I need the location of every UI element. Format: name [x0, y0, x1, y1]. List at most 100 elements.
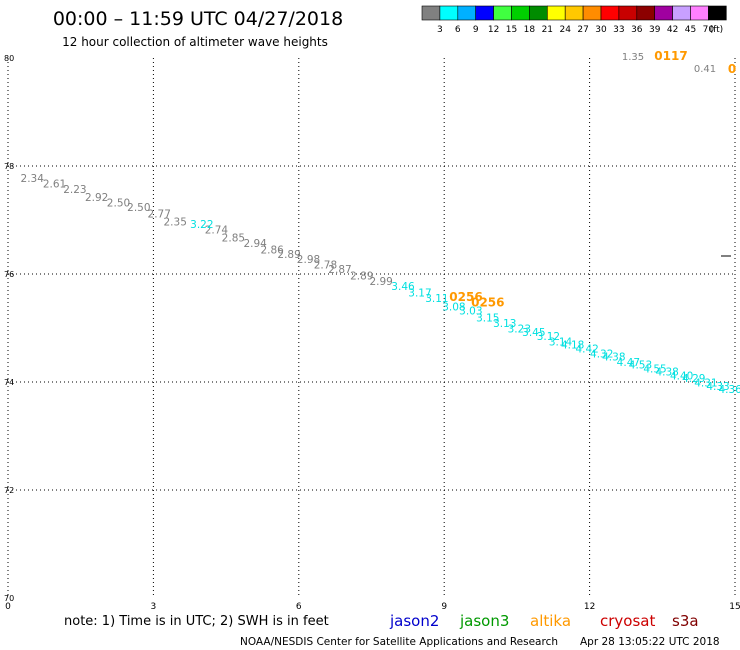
data-point-label: 4.47 [617, 357, 640, 369]
data-point-label: 2.50 [127, 202, 150, 214]
data-point-label: 2.50 [107, 198, 130, 210]
data-point-label: 4.29 [682, 373, 705, 385]
colorbar-swatch [421, 5, 441, 21]
data-point-label: 2.74 [205, 225, 229, 237]
colorbar-unit: (ft) [710, 25, 724, 35]
colorbar-swatch [546, 5, 566, 21]
colorbar-label: 33 [613, 25, 624, 35]
data-point-label: 0256 [471, 295, 504, 309]
satellite-jason3: jason3 [459, 612, 509, 630]
data-point-label: 4.53 [629, 360, 652, 372]
colorbar-label: 39 [649, 25, 661, 35]
data-point-label: 4.55 [643, 363, 666, 375]
corner-label: 0117 [654, 49, 687, 63]
satellite-s3a: s3a [672, 612, 699, 630]
colorbar-label: 3 [437, 25, 443, 35]
colorbar-swatch [582, 5, 602, 21]
colorbar-swatch [600, 5, 620, 21]
colorbar-swatch [564, 5, 584, 21]
data-point-label: 2.89 [350, 270, 373, 282]
data-point-label: 2.87 [328, 264, 351, 276]
colorbar-swatch [690, 5, 709, 21]
data-point-label: 2.85 [222, 233, 245, 245]
y-tick-label: 76 [4, 270, 14, 279]
data-point-label: 4.31 [694, 377, 717, 389]
footer-note: note: 1) Time is in UTC; 2) SWH is in fe… [64, 614, 329, 629]
colorbar-swatch [439, 5, 459, 21]
corner-label: 0 [728, 62, 736, 76]
x-tick-label: 0 [5, 602, 11, 612]
data-point-label: 4.18 [561, 340, 584, 352]
data-point-label: 2.94 [243, 238, 267, 250]
colorbar-swatch [654, 5, 673, 21]
data-point-label: 2.23 [63, 184, 86, 196]
plot-axes: 0 3 6 9 12 15 70 72 74 76 78 80 [4, 54, 740, 612]
data-point-label: 4.33 [706, 381, 729, 393]
data-point-label: 2.86 [260, 244, 284, 256]
colorbar-label: 6 [455, 25, 461, 35]
colorbar-swatch [529, 5, 548, 21]
data-point-label: 4.38 [602, 351, 625, 363]
data-point-label: 3.03 [459, 306, 482, 318]
data-point-label: 3.22 [190, 219, 213, 231]
y-tick-label: 72 [4, 486, 14, 495]
y-tick-label: 70 [4, 594, 14, 603]
data-point-label: 3.46 [391, 281, 415, 293]
data-point-label: 4.42 [575, 343, 598, 355]
colorbar-label: 15 [506, 25, 517, 35]
y-tick-label: 80 [4, 54, 14, 63]
satellite-altika: altika [530, 612, 571, 630]
data-point-label: 2.98 [297, 254, 320, 266]
colorbar-swatch [672, 5, 691, 21]
corner-label: 0.41 [694, 64, 716, 75]
colorbar-label: 27 [577, 25, 588, 35]
colorbar-label: 36 [631, 25, 643, 35]
satellite-jason2: jason2 [389, 612, 439, 630]
data-point-label: 3.14 [549, 336, 573, 348]
colorbar-swatch [708, 5, 727, 21]
plot-grid [7, 58, 736, 598]
data-point-label: 3.45 [522, 327, 545, 339]
x-tick-label: 12 [584, 602, 595, 612]
data-point-label: 4.36 [718, 384, 740, 396]
satellite-cryosat: cryosat [600, 612, 655, 630]
data-point-label: 2.77 [148, 208, 171, 220]
data-point-label: 2.61 [43, 179, 66, 191]
footer-timestamp: Apr 28 13:05:22 UTC 2018 [580, 636, 720, 648]
data-point-label: 2.89 [277, 249, 300, 261]
x-tick-label: 15 [729, 602, 740, 612]
colorbar-label: 12 [488, 25, 499, 35]
corner-labels: 1.35 0117 0.41 0 [622, 49, 736, 257]
data-point-label: 3.17 [408, 288, 431, 300]
y-tick-label: 74 [4, 378, 14, 387]
satellite-legend: jason2 jason3 altika cryosat s3a [389, 612, 699, 630]
data-point-label: 4.38 [655, 367, 678, 379]
data-marks: 2.342.612.232.922.502.502.772.352.742.85… [21, 173, 740, 396]
y-tick-label: 78 [4, 162, 14, 171]
colorbar-legend: 3 6 9 12 15 18 21 24 27 30 33 36 39 42 45 70(ft) [421, 5, 727, 35]
colorbar-label: 30 [595, 25, 607, 35]
colorbar-label: 21 [542, 25, 553, 35]
colorbar-label: 42 [667, 25, 678, 35]
colorbar-label: 18 [524, 25, 536, 35]
data-point-label: 3.15 [476, 313, 499, 325]
data-point-label: 2.34 [21, 173, 45, 185]
data-point-label: 3.12 [537, 331, 560, 343]
footer-credit: NOAA/NESDIS Center for Satellite Applica… [240, 636, 558, 648]
colorbar-swatch [636, 5, 655, 21]
colorbar-swatch [475, 5, 494, 21]
chart-title: 00:00 – 11:59 UTC 04/27/2018 [53, 8, 343, 30]
colorbar-swatch [457, 5, 476, 21]
data-point-label: 2.78 [314, 260, 337, 272]
chart-subtitle: 12 hour collection of altimeter wave hei… [62, 35, 328, 49]
data-point-label: 3.23 [508, 323, 531, 335]
data-point-label: 4.40 [670, 370, 693, 382]
x-tick-label: 3 [151, 602, 157, 612]
colorbar-swatch [511, 5, 530, 21]
colorbar-swatch [618, 5, 638, 21]
data-point-label: 0256 [449, 290, 482, 304]
data-point-label: 3.13 [493, 318, 516, 330]
colorbar-label: 70 [703, 25, 715, 35]
data-point-label: 3.11 [425, 293, 448, 305]
data-point-label: 4.32 [590, 349, 613, 361]
